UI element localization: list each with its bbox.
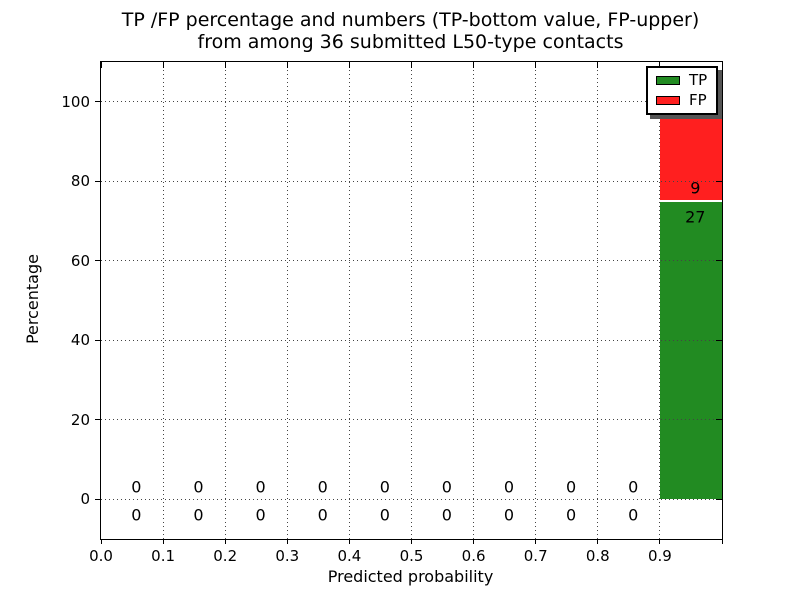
- annotation-tp-count-bin8: 0: [628, 505, 639, 525]
- y-tick-right-60: [716, 260, 722, 262]
- x-tick-label-0.7: 0.7: [523, 547, 548, 565]
- legend-entry-tp: TP: [656, 73, 707, 88]
- chart-title-line2: from among 36 submitted L50-type contact…: [197, 31, 624, 53]
- x-tick-top-1: [721, 62, 723, 68]
- y-tick-label-100: 100: [61, 92, 90, 111]
- x-tick-top-0: [100, 62, 102, 68]
- legend-swatch-fp: [656, 96, 680, 105]
- y-tick-left-20: [95, 419, 101, 421]
- chart-title: TP /FP percentage and numbers (TP-bottom…: [100, 9, 721, 53]
- chart-title-line1: TP /FP percentage and numbers (TP-bottom…: [121, 9, 700, 31]
- x-tick-bottom-0.4: [348, 539, 350, 544]
- y-tick-left-40: [95, 339, 101, 341]
- x-tick-label-0.4: 0.4: [337, 547, 362, 565]
- y-tick-label-40: 40: [70, 331, 90, 350]
- y-axis-label: Percentage: [23, 254, 42, 345]
- x-tick-label-0.0: 0.0: [89, 547, 113, 565]
- grid-line-x-0.2: [224, 62, 226, 539]
- x-tick-label-0.6: 0.6: [461, 547, 486, 565]
- grid-line-x-0.4: [348, 62, 350, 539]
- y-tick-right-100: [716, 101, 722, 103]
- grid-line-x-0.8: [597, 62, 599, 539]
- x-tick-bottom-0.3: [286, 539, 288, 544]
- x-tick-bottom-0.7: [535, 539, 537, 544]
- legend-box: TP FP: [646, 66, 719, 115]
- x-tick-bottom-0.6: [473, 539, 475, 544]
- y-tick-left-80: [95, 180, 101, 182]
- legend-entry-fp: FP: [656, 93, 707, 108]
- plot-area: 0.0 0.1 0.2 0.3 0.4 0.5 0.6 0.7 0.8 0.9 0 20 40 60 80 1…: [61, 61, 723, 565]
- x-tick-top-0.9: [659, 62, 661, 68]
- x-tick-bottom-0.1: [162, 539, 164, 544]
- grid-line-x-0.1: [162, 62, 164, 539]
- annotation-tp-count-bin7: 0: [566, 505, 577, 525]
- x-tick-label-0.8: 0.8: [585, 547, 610, 565]
- grid-line-x-0.9: [659, 62, 661, 539]
- annotation-fp-count-bin7: 0: [566, 477, 577, 497]
- x-tick-label-0.5: 0.5: [399, 547, 424, 565]
- annotation-tp-count-bin3: 0: [317, 505, 328, 525]
- x-tick-top-0.3: [286, 62, 288, 68]
- x-tick-top-0.6: [473, 62, 475, 68]
- x-tick-bottom-0.5: [411, 539, 412, 544]
- x-tick-top-0.8: [597, 62, 599, 68]
- grid-line-x-0.5: [411, 62, 412, 539]
- y-tick-right-80: [716, 180, 722, 182]
- annotation-fp-count-bin0: 0: [131, 477, 142, 497]
- legend-swatch-tp: [656, 76, 680, 85]
- annotation-tp-count-bin0: 0: [131, 505, 142, 525]
- x-tick-label-0.3: 0.3: [275, 547, 300, 565]
- grid-line-x-0.6: [473, 62, 475, 539]
- x-tick-label-0.2: 0.2: [213, 547, 238, 565]
- annotation-fp-count-bin9: 9: [690, 178, 701, 198]
- annotation-tp-count-bin5: 0: [441, 505, 452, 525]
- y-tick-right-0: [716, 498, 722, 500]
- x-tick-top-0.7: [535, 62, 537, 68]
- grid-line-x-0.7: [535, 62, 537, 539]
- x-tick-bottom-0.2: [224, 539, 226, 544]
- y-tick-label-60: 60: [70, 251, 90, 270]
- x-tick-label-0.9: 0.9: [647, 547, 672, 565]
- annotation-fp-count-bin2: 0: [255, 477, 266, 497]
- x-tick-top-0.5: [411, 62, 412, 68]
- y-tick-label-80: 80: [70, 172, 90, 191]
- bar-segment-tp-bin9: [659, 202, 722, 500]
- grid-line-x-0.3: [286, 62, 288, 539]
- y-tick-right-40: [716, 339, 722, 341]
- x-tick-top-0.1: [162, 62, 164, 68]
- annotation-fp-count-bin6: 0: [503, 477, 515, 497]
- annotation-fp-count-bin3: 0: [317, 477, 328, 497]
- x-axis-label: Predicted probability: [327, 567, 494, 586]
- y-tick-left-60: [95, 260, 101, 262]
- x-tick-top-0.2: [224, 62, 226, 68]
- x-tick-bottom-0.9: [659, 539, 661, 544]
- x-tick-label-0.1: 0.1: [151, 547, 176, 565]
- bar-divider-bin9: [659, 200, 722, 203]
- y-tick-left-100: [95, 101, 101, 103]
- annotation-fp-count-bin4: 0: [379, 477, 390, 497]
- annotation-tp-count-bin1: 0: [193, 505, 204, 525]
- annotation-tp-count-bin2: 0: [255, 505, 266, 525]
- legend-label-fp: FP: [689, 91, 707, 109]
- x-tick-bottom-1: [721, 539, 723, 544]
- annotation-tp-count-bin4: 0: [379, 505, 390, 525]
- annotation-fp-count-bin8: 0: [628, 477, 639, 497]
- legend-label-tp: TP: [689, 71, 708, 89]
- y-tick-left-0: [95, 498, 101, 500]
- x-tick-bottom-0.8: [597, 539, 599, 544]
- annotation-tp-count-bin9: 27: [685, 207, 706, 227]
- annotation-tp-count-bin6: 0: [503, 505, 515, 525]
- bar-segment-fp-bin9: [659, 101, 722, 201]
- y-tick-label-0: 0: [80, 490, 90, 509]
- x-tick-bottom-0: [100, 539, 102, 544]
- annotation-fp-count-bin1: 0: [193, 477, 204, 497]
- y-tick-right-20: [716, 419, 722, 421]
- y-tick-label-20: 20: [70, 410, 90, 429]
- x-tick-top-0.4: [348, 62, 350, 68]
- annotation-fp-count-bin5: 0: [441, 477, 452, 497]
